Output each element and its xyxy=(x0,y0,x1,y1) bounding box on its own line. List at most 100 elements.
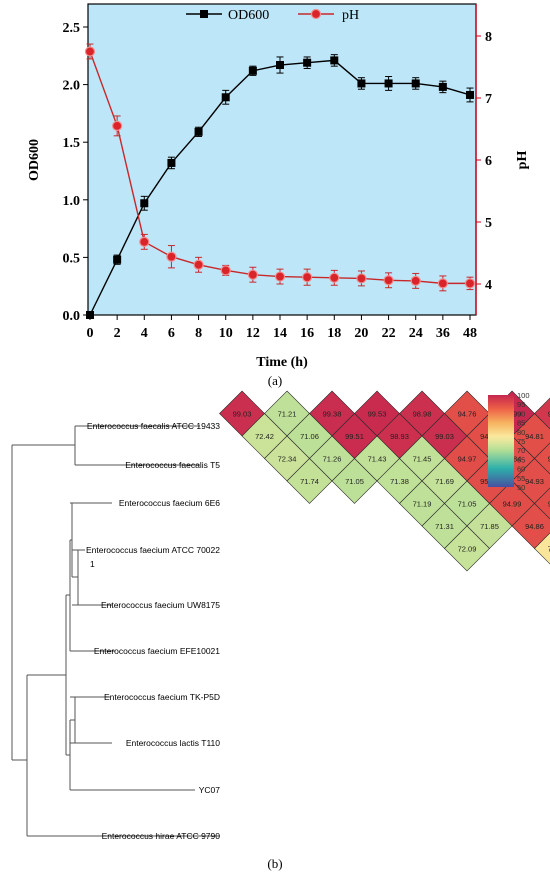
legend-label-od600: OD600 xyxy=(228,8,269,23)
heatmap-cell-value: 71.19 xyxy=(413,500,432,509)
x-tick-label: 0 xyxy=(87,326,94,341)
data-point-circle xyxy=(329,272,340,283)
y-tick-label-left: 1.5 xyxy=(63,136,81,151)
data-point-square xyxy=(384,79,393,88)
heatmap-cell-value: 71.69 xyxy=(435,477,454,486)
ani-heatmap: Enterococcus faecalis ATCC 19433 Enteroco… xyxy=(11,390,550,871)
heatmap-cell-value: 94.80 xyxy=(548,455,550,464)
data-point-circle xyxy=(302,272,313,283)
heatmap-cell xyxy=(534,397,550,430)
heatmap-cell xyxy=(534,487,550,520)
heatmap-cell-value: 98.98 xyxy=(413,410,432,419)
taxa-labels: Enterococcus faecalis ATCC 19433 Enteroco… xyxy=(86,421,220,841)
heatmap-cell xyxy=(534,442,550,475)
heatmap-cell-value: 98.93 xyxy=(390,432,409,441)
heatmap-cell-value: 72.09 xyxy=(458,545,477,554)
panel-a-label: (a) xyxy=(268,373,282,388)
taxon-label: Enterococcus faecium TK-P5D xyxy=(104,692,220,702)
data-point-circle xyxy=(410,275,421,286)
colorbar-tick-label: 100 xyxy=(517,391,530,400)
taxon-label: YC07 xyxy=(199,785,221,795)
y-tick-label-right: 7 xyxy=(485,92,492,107)
colorbar-tick-label: 65 xyxy=(517,455,525,464)
legend-marker-ph xyxy=(310,8,322,20)
phylogenetic-tree xyxy=(11,425,220,837)
legend-marker-od600 xyxy=(200,10,208,18)
colorbar-bar xyxy=(488,395,514,487)
heatmap-cell-value: 71.74 xyxy=(300,477,319,486)
data-point-square xyxy=(438,82,447,91)
colorbar-tick-label: 50 xyxy=(517,483,525,492)
data-point-square xyxy=(167,158,176,167)
heatmap-cell-value: 71.05 xyxy=(345,477,364,486)
x-tick-label: 36 xyxy=(436,326,450,341)
data-point-circle xyxy=(274,271,286,282)
colorbar-tick-label: 90 xyxy=(517,409,525,418)
data-point-circle xyxy=(247,269,258,280)
data-point-square xyxy=(330,56,339,65)
y-tick-label-left: 1.0 xyxy=(63,194,81,209)
heatmap-cell xyxy=(534,532,550,565)
heatmap-cell xyxy=(331,458,378,504)
y-axis-title-right: pH xyxy=(515,151,530,170)
data-point-square xyxy=(303,58,312,67)
colorbar-tick-label: 85 xyxy=(517,419,525,428)
data-point-circle xyxy=(220,265,231,276)
x-tick-label: 6 xyxy=(168,326,175,341)
heatmap-cell-value: 94.97 xyxy=(458,455,477,464)
data-point-square xyxy=(357,79,366,88)
taxon-label-continued: 1 xyxy=(90,559,95,569)
data-point-circle xyxy=(112,120,123,132)
y-tick-label-right: 6 xyxy=(485,154,492,169)
colorbar-tick-label: 60 xyxy=(517,465,525,474)
heatmap-cell-value: 99.51 xyxy=(345,432,364,441)
colorbar-tick-label: 95 xyxy=(517,400,525,409)
x-tick-label: 48 xyxy=(463,326,477,341)
taxon-label: Enterococcus faecium 6E6 xyxy=(119,498,220,508)
data-point-circle xyxy=(193,259,204,270)
x-tick-label: 4 xyxy=(141,326,148,341)
heatmap-cell-value: 77.71 xyxy=(548,545,550,554)
heatmap-cell-value: 71.21 xyxy=(278,410,297,419)
x-tick-label: 10 xyxy=(219,326,233,341)
heatmap-cell-value: 99.03 xyxy=(233,410,252,419)
data-point-circle xyxy=(139,236,150,247)
data-point-square xyxy=(194,127,203,136)
colorbar-tick-label: 70 xyxy=(517,446,525,455)
heatmap-cell-value: 94.93 xyxy=(525,477,544,486)
heatmap-cell-value: 94.86 xyxy=(525,522,544,531)
data-point-circle xyxy=(84,46,96,57)
taxon-label: Enterococcus faecalis T5 xyxy=(125,460,220,470)
heatmap-cell-value: 72.42 xyxy=(255,432,274,441)
colorbar-tick-label: 80 xyxy=(517,428,525,437)
heatmap-cell-value: 71.38 xyxy=(390,477,409,486)
data-point-circle xyxy=(356,273,367,284)
data-point-square xyxy=(140,199,149,208)
y-tick-label-left: 2.0 xyxy=(63,79,81,94)
y-tick-label-right: 4 xyxy=(485,278,492,293)
x-tick-label: 22 xyxy=(382,326,396,341)
y-tick-label-left: 2.5 xyxy=(63,21,81,36)
y-tick-label-left: 0.0 xyxy=(63,309,81,324)
heatmap-cell-value: 94.99 xyxy=(503,500,522,509)
x-tick-label: 8 xyxy=(195,326,202,341)
y-tick-label-right: 5 xyxy=(485,216,492,231)
x-tick-label: 14 xyxy=(273,326,287,341)
data-point-square xyxy=(86,311,94,319)
data-point-circle xyxy=(464,278,476,289)
data-point-square xyxy=(276,61,284,70)
heatmap-cell-value: 71.26 xyxy=(323,455,342,464)
taxon-label: Enterococcus faecium EFE10021 xyxy=(94,646,220,656)
data-point-square xyxy=(411,79,420,88)
heatmap-cell xyxy=(286,458,333,504)
heatmap-cell-value: 71.85 xyxy=(480,522,499,531)
y-tick-label-right: 8 xyxy=(485,30,492,45)
x-tick-label: 12 xyxy=(246,326,260,341)
heatmap-cell-value: 95.11 xyxy=(548,500,550,509)
y-axis-title-left: OD600 xyxy=(27,139,42,181)
legend-label-ph: pH xyxy=(342,8,359,23)
legend: OD600 pH xyxy=(186,8,359,23)
